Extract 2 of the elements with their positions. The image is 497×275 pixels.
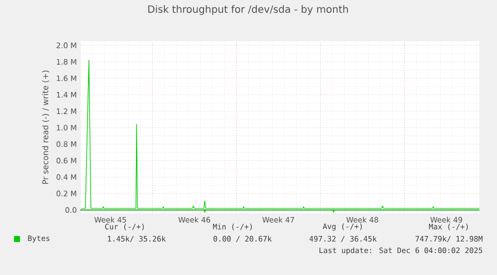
y-axis-title: Pr second read (-) / write (+) (42, 70, 50, 184)
chart-title: Disk throughput for /dev/sda - by month (148, 5, 348, 15)
